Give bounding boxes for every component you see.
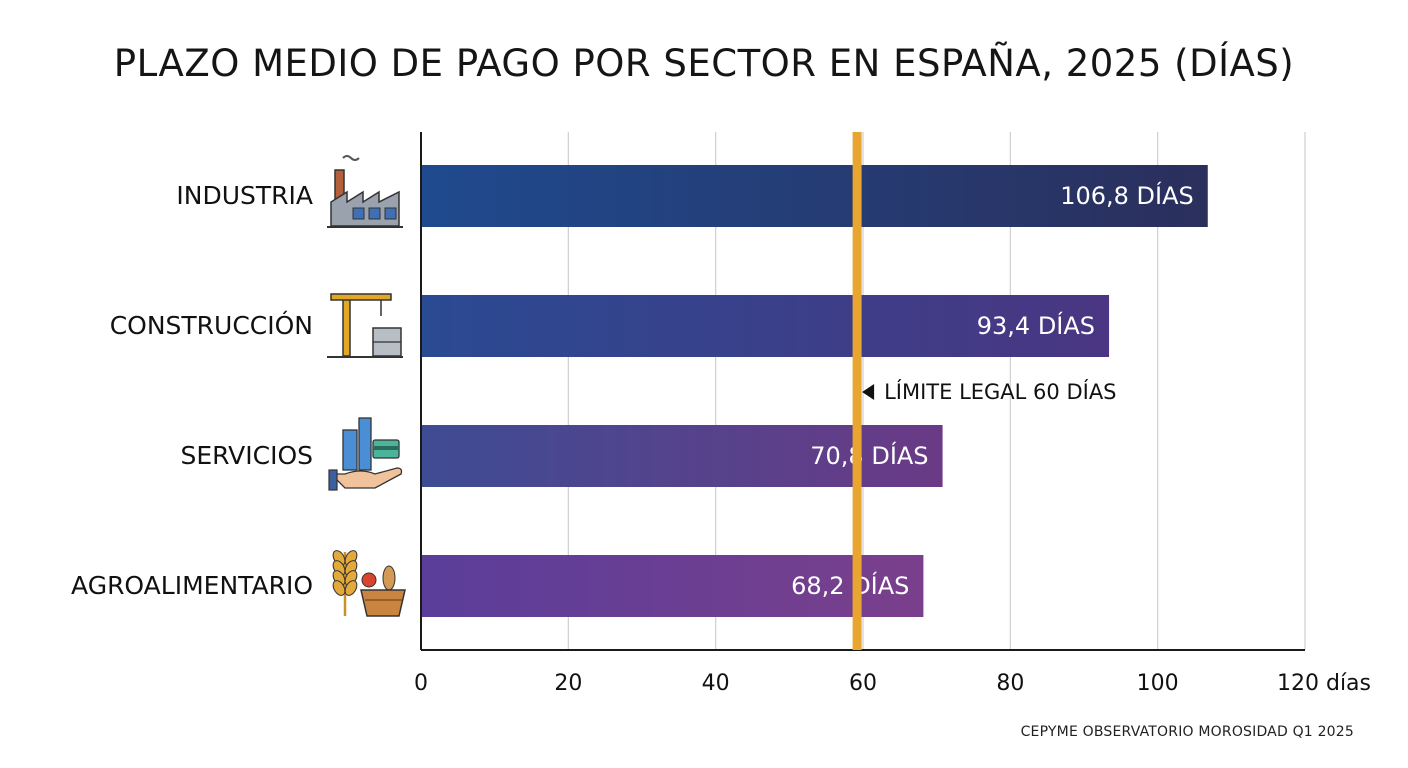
bar [422, 555, 924, 617]
agrifood-basket-icon [332, 550, 406, 617]
bar [422, 165, 1208, 227]
x-tick-label: 20 [554, 671, 582, 696]
data-label: 93,4 DÍAS [977, 311, 1095, 340]
x-tick-label: 80 [996, 671, 1024, 696]
city-services-icon [328, 417, 403, 491]
category-label: AGROALIMENTARIO [71, 571, 313, 600]
category-label: CONSTRUCCIÓN [110, 310, 313, 340]
x-tick-label: 60 [849, 671, 877, 696]
data-label: 106,8 DÍAS [1060, 181, 1194, 210]
bar [422, 295, 1110, 357]
crane-construction-icon [327, 293, 403, 358]
category-label: SERVICIOS [180, 441, 313, 470]
x-tick-label: 0 [414, 671, 428, 696]
category-label: INDUSTRIA [176, 181, 313, 210]
x-tick-label: 40 [702, 671, 730, 696]
factory-icon [327, 155, 403, 228]
source-note: CEPYME OBSERVATORIO MOROSIDAD Q1 2025 [1020, 724, 1354, 740]
data-label: 70,8 DÍAS [810, 441, 928, 470]
chart-title: PLAZO MEDIO DE PAGO POR SECTOR EN ESPAÑA… [113, 42, 1295, 85]
data-label: 68,2 DÍAS [791, 571, 909, 600]
x-tick-label: 120 días [1277, 671, 1371, 696]
reference-arrow-icon [862, 384, 875, 400]
x-tick-label: 100 [1137, 671, 1179, 696]
reference-line-label: LÍMITE LEGAL 60 DÍAS [884, 379, 1116, 404]
